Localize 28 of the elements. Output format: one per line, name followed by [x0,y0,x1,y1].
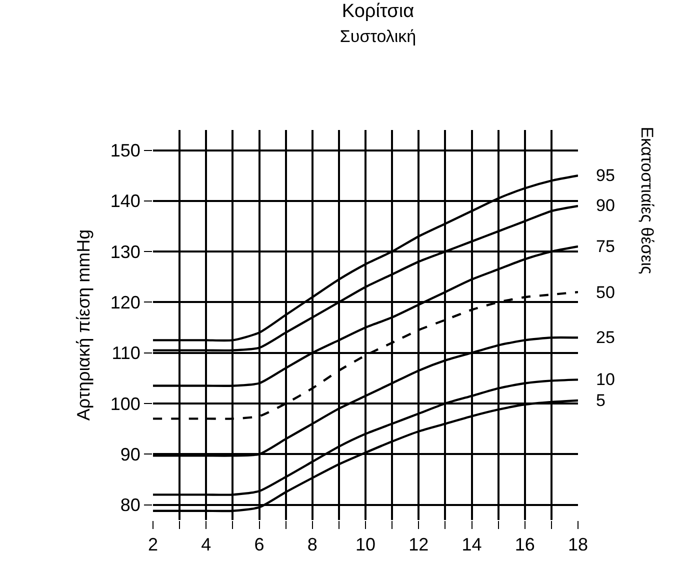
series-label: 25 [596,328,615,347]
x-tick-label: 8 [307,534,318,555]
x-tick-label: 12 [408,534,429,555]
y-tick-label: 120 [110,292,140,313]
y-tick-label: 140 [110,191,140,212]
x-tick-label: 10 [355,534,376,555]
y-tick-label: 90 [120,444,140,464]
y-tick-label: 80 [120,495,140,516]
x-tick-label: 14 [462,534,482,555]
x-tick-label: 6 [254,534,264,555]
y-tick-label: 100 [110,394,140,414]
legend-title: Εκατοστιαίες θέσεις [638,126,657,274]
series-label: 90 [596,196,615,215]
y-tick-label: 110 [112,343,140,364]
y-axis-title: Αρτηριακή πίεση mmHg [74,229,94,421]
y-tick-label: 130 [110,242,140,262]
y-tick-label: 150 [110,140,140,161]
series-label: 10 [596,370,615,389]
x-tick-label: 4 [201,534,212,555]
series-label: 95 [596,166,615,185]
series-label: 75 [596,237,615,256]
x-tick-label: 16 [514,534,535,555]
chart-subtitle: Συστολική [340,26,416,46]
x-tick-label: 2 [148,534,158,555]
series-label: 50 [596,283,615,302]
series-label: 5 [596,391,606,410]
chart-title: Κορίτσια [342,1,414,22]
x-tick-label: 18 [568,534,588,555]
